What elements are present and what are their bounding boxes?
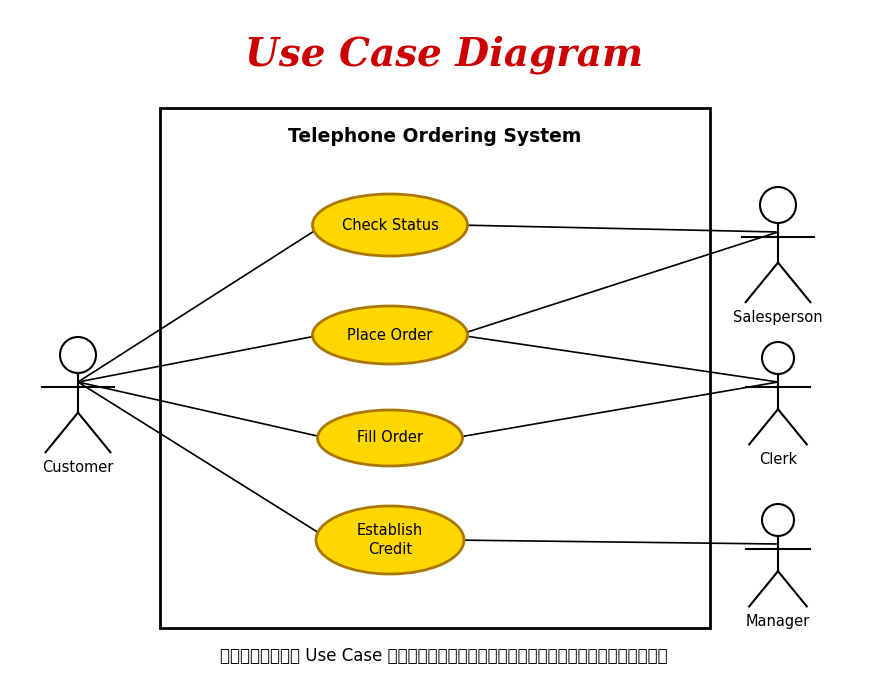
Text: Clerk: Clerk xyxy=(759,452,797,467)
Ellipse shape xyxy=(313,306,467,364)
Text: Telephone Ordering System: Telephone Ordering System xyxy=(289,127,582,146)
Bar xyxy=(160,108,710,628)
Text: Establish
Credit: Establish Credit xyxy=(357,523,423,557)
Text: Place Order: Place Order xyxy=(347,327,432,342)
Text: Fill Order: Fill Order xyxy=(357,431,423,445)
Text: Customer: Customer xyxy=(43,460,114,475)
Text: ตัวอย่าง Use Case การสั่งซื้อสินค้าทางโทรศัพท์: ตัวอย่าง Use Case การสั่งซื้อสินค้าทางโท… xyxy=(220,647,668,665)
Text: Manager: Manager xyxy=(746,614,810,629)
Ellipse shape xyxy=(316,506,464,574)
Circle shape xyxy=(762,504,794,536)
Circle shape xyxy=(60,337,96,373)
Text: Check Status: Check Status xyxy=(342,218,439,233)
Circle shape xyxy=(762,342,794,374)
Ellipse shape xyxy=(318,410,463,466)
Ellipse shape xyxy=(313,194,467,256)
Text: Use Case Diagram: Use Case Diagram xyxy=(245,36,643,75)
Circle shape xyxy=(760,187,796,223)
Text: Salesperson: Salesperson xyxy=(733,311,823,325)
